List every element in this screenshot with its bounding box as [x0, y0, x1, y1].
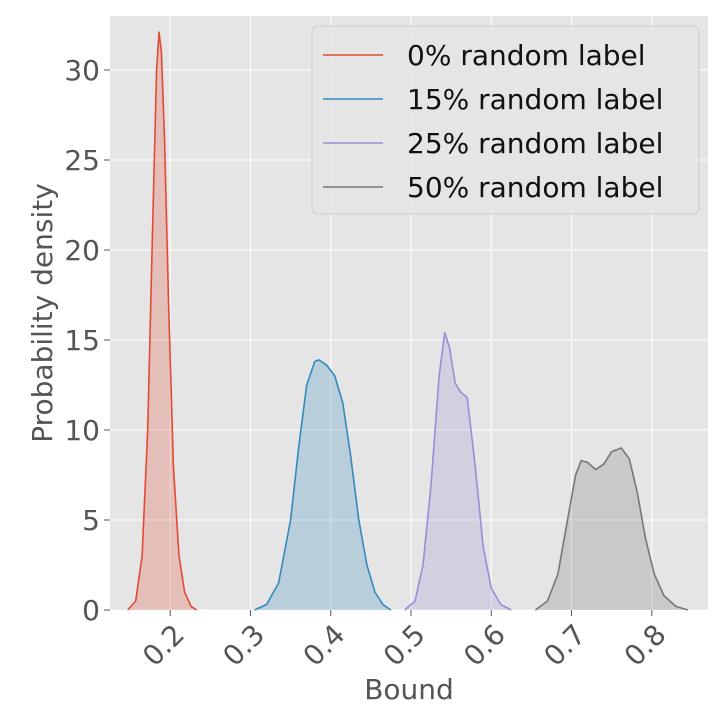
legend-label-1: 15% random label [407, 83, 663, 116]
series-line-2 [404, 332, 512, 611]
y-tick-label: 10 [64, 414, 100, 447]
series-area-1 [254, 359, 391, 610]
series-area-2 [404, 332, 512, 610]
x-tick-label: 0.4 [297, 618, 352, 673]
x-tick-label: 0.5 [377, 618, 432, 673]
x-tick-label: 0.3 [216, 618, 271, 673]
x-tick-label: 0.6 [457, 618, 512, 673]
y-tick-label: 15 [64, 324, 100, 357]
series-line-0 [127, 31, 198, 611]
x-tick-label: 0.2 [136, 618, 191, 673]
series-area-0 [127, 32, 197, 610]
legend-label-0: 0% random label [407, 39, 646, 72]
series-line-3 [534, 447, 689, 611]
series-line-1 [254, 359, 392, 611]
x-axis-ticks: 0.2 0.3 0.4 0.5 0.6 0.7 0.8 [136, 610, 673, 673]
y-axis-ticks: 0 5 10 15 20 25 30 [64, 54, 110, 627]
y-tick-label: 30 [64, 54, 100, 87]
series-layer [127, 31, 689, 611]
y-tick-label: 25 [64, 144, 100, 177]
y-tick-label: 0 [82, 594, 100, 627]
y-tick-label: 20 [64, 234, 100, 267]
y-tick-label: 5 [82, 504, 100, 537]
legend-label-2: 25% random label [407, 127, 663, 160]
legend-box [311, 25, 700, 215]
x-tick-label: 0.8 [618, 618, 673, 673]
legend-items: 0% random label 15% random label 25% rando… [323, 39, 663, 204]
legend-label-3: 50% random label [407, 171, 663, 204]
x-tick-label: 0.7 [537, 618, 592, 673]
legend: 0% random label 15% random label 25% rando… [311, 25, 700, 215]
y-axis-label: Probability density [26, 183, 59, 443]
x-axis-label: Bound [364, 673, 454, 706]
